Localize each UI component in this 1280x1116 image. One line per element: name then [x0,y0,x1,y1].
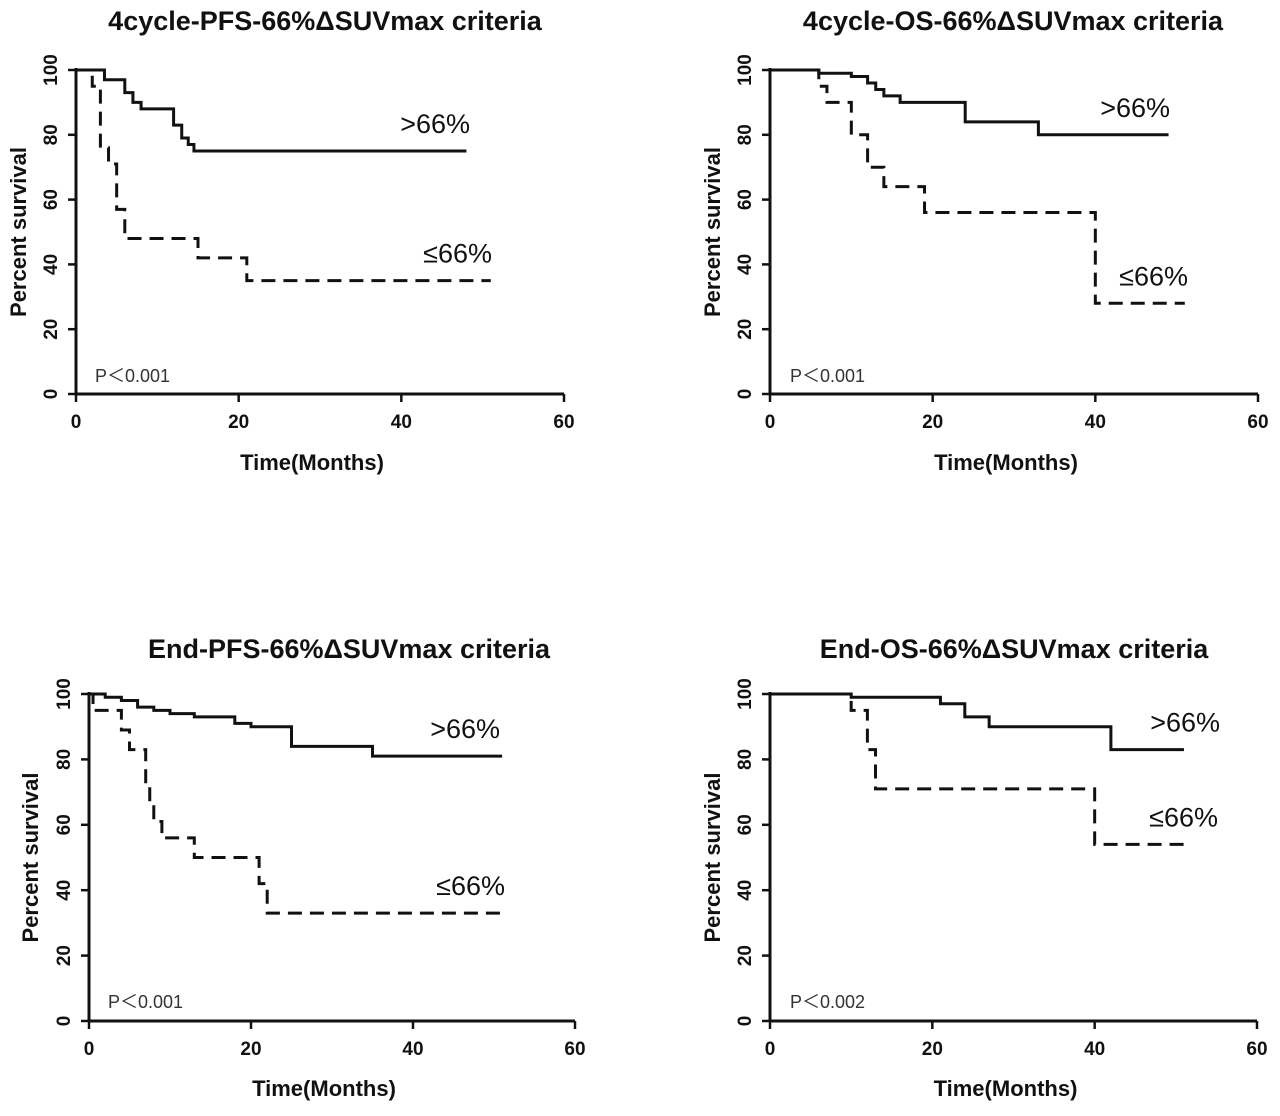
series-line-le66 [770,68,1185,305]
p-value: P＜0.001 [790,366,865,386]
x-tick-label: 60 [564,1039,585,1060]
chart-title: 4cycle-OS-66%ΔSUVmax criteria [803,6,1224,36]
x-tick-label: 60 [1247,412,1268,433]
series-label-le66: ≤66% [1119,261,1188,291]
series-label-gt66: >66% [430,714,500,744]
x-axis-label: Time(Months) [934,1076,1078,1101]
series-line-le66 [76,68,491,283]
x-tick-label: 60 [553,412,574,433]
series-line-gt66 [770,692,1184,752]
p-value: P＜0.002 [790,992,865,1012]
y-tick-label: 60 [54,814,75,835]
chart-title: 4cycle-PFS-66%ΔSUVmax criteria [108,6,543,36]
y-tick-label: 40 [54,880,75,901]
y-tick-label: 0 [735,1016,756,1027]
chart-panel-4cycle-pfs: 4cycle-PFS-66%ΔSUVmax criteria 0 20 40 60 80 1… [6,6,575,475]
series-line-le66 [770,692,1184,846]
x-tick-label: 40 [1085,412,1106,433]
y-tick-label: 80 [41,124,62,145]
y-tick-label: 40 [41,254,62,275]
y-tick-label: 40 [735,254,756,275]
x-tick-label: 40 [391,412,412,433]
y-tick-label: 0 [54,1016,75,1027]
y-tick-label: 80 [735,124,756,145]
y-tick-label: 80 [54,749,75,770]
chart-panel-end-pfs: End-PFS-66%ΔSUVmax criteria 0 20 40 60 80 100 0… [18,634,586,1101]
x-axis-label: Time(Months) [240,450,384,475]
x-tick-label: 40 [402,1039,423,1060]
y-tick-label: 0 [41,389,62,400]
series-label-gt66: >66% [1150,708,1220,738]
y-tick-label: 20 [54,945,75,966]
y-tick-label: 60 [735,189,756,210]
chart-title: End-OS-66%ΔSUVmax criteria [820,634,1210,664]
series-label-le66: ≤66% [1149,802,1218,832]
y-tick-label: 100 [54,678,75,710]
chart-panel-4cycle-os: 4cycle-OS-66%ΔSUVmax criteria 0 20 40 60 80 10… [700,6,1269,475]
series-label-gt66: >66% [400,109,470,139]
series-line-gt66 [89,692,503,758]
x-axis-label: Time(Months) [252,1076,396,1101]
y-axis-label: Percent survival [700,147,725,317]
series-line-gt66 [770,68,1169,137]
x-tick-label: 20 [922,412,943,433]
series-label-le66: ≤66% [436,871,505,901]
x-axis-label: Time(Months) [934,450,1078,475]
y-tick-label: 40 [735,880,756,901]
x-tick-label: 20 [228,412,249,433]
x-tick-label: 20 [922,1039,943,1060]
x-tick-label: 0 [765,412,776,433]
y-axis-label: Percent survival [700,773,725,943]
x-tick-label: 0 [765,1039,776,1060]
y-axis-label: Percent survival [6,147,31,317]
series-line-gt66 [76,68,467,153]
p-value: P＜0.001 [108,992,183,1012]
y-tick-label: 0 [735,389,756,400]
x-tick-label: 0 [84,1039,95,1060]
chart-title: End-PFS-66%ΔSUVmax criteria [148,634,551,664]
series-label-le66: ≤66% [423,239,492,269]
p-value: P＜0.001 [95,366,170,386]
chart-panel-end-os: End-OS-66%ΔSUVmax criteria 0 20 40 60 80 100 0 2… [700,634,1268,1101]
y-tick-label: 60 [735,814,756,835]
x-tick-label: 40 [1084,1039,1105,1060]
series-label-gt66: >66% [1100,93,1170,123]
y-tick-label: 60 [41,189,62,210]
y-tick-label: 20 [735,319,756,340]
y-tick-label: 20 [735,945,756,966]
x-tick-label: 20 [240,1039,261,1060]
y-tick-label: 20 [41,319,62,340]
y-tick-label: 100 [735,54,756,86]
x-tick-label: 60 [1246,1039,1267,1060]
y-tick-label: 100 [735,678,756,710]
y-axis-label: Percent survival [18,773,43,943]
y-tick-label: 80 [735,749,756,770]
y-tick-label: 100 [41,54,62,86]
x-tick-label: 0 [71,412,82,433]
